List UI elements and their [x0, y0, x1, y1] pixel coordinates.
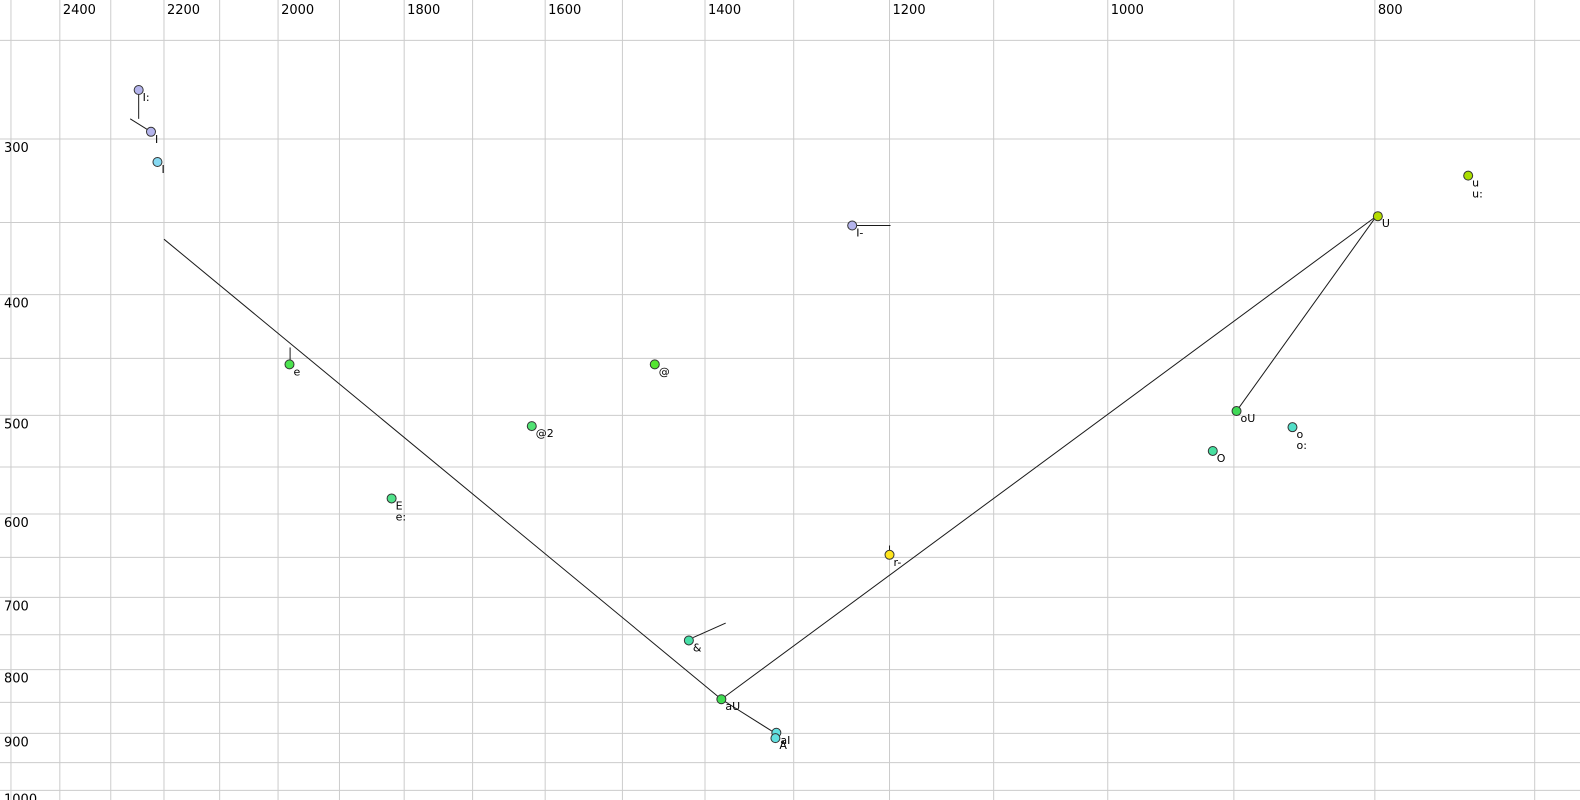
vowel-label-O: O [1217, 452, 1226, 465]
x-axis-tick-label-1000: 1000 [1111, 3, 1144, 18]
vowel-label-U: U [1382, 217, 1390, 230]
vowel-label-@2: @2 [536, 427, 554, 440]
vowel-label-I-: I- [856, 227, 863, 240]
vowel-label-aU: aU [725, 700, 740, 713]
vowel-point-oU [1231, 406, 1242, 417]
vowel-label-o:: o [1296, 428, 1303, 441]
vowel-point-I- [847, 220, 858, 231]
vowel-label-o:-1: o: [1296, 439, 1306, 452]
x-axis-tick-label-1400: 1400 [708, 3, 741, 18]
vowel-label-&: & [693, 641, 702, 654]
vowel-label-u:-1: u: [1472, 188, 1483, 201]
y-axis-tick-label-500: 500 [4, 417, 29, 432]
vowel-label-@: @ [659, 365, 670, 378]
vowel-point-I2 [152, 156, 163, 167]
y-axis-tick-label-900: 900 [4, 735, 29, 750]
vowel-label-r-: r- [894, 556, 902, 569]
vowel-point-I: [133, 85, 144, 96]
vowel-point-A [770, 733, 781, 744]
y-axis-tick-label-800: 800 [4, 672, 29, 687]
vowel-label-E-1: e: [396, 510, 406, 523]
vowel-label-I:: I: [143, 91, 150, 104]
x-axis-tick-label-800: 800 [1378, 3, 1403, 18]
vowel-point-@ [649, 359, 660, 370]
segment-tail-& [692, 622, 726, 639]
vowel-label-I2: I [161, 163, 164, 176]
segment-arm-right [721, 215, 1377, 700]
vowel-point-u: [1463, 170, 1474, 181]
x-axis-tick-label-2000: 2000 [281, 3, 314, 18]
vowel-point-E [386, 493, 397, 504]
vowel-point-aU [716, 694, 727, 705]
vowel-label-I: I [155, 133, 158, 146]
x-axis-tick-label-2200: 2200 [167, 3, 200, 18]
vowel-label-u:: u [1472, 177, 1479, 190]
vowel-point-U [1372, 211, 1383, 222]
vowel-label-e: e [293, 365, 300, 378]
vowel-point-e [284, 359, 295, 370]
vowel-point-I [145, 126, 156, 137]
x-axis-tick-label-1600: 1600 [548, 3, 581, 18]
vowel-point-r- [884, 549, 895, 560]
y-axis-tick-label-300: 300 [4, 141, 29, 156]
segment-arm-left [163, 238, 722, 700]
segment-aU-to-aI [721, 698, 776, 734]
vowel-label-aI: aI [780, 734, 790, 747]
y-axis-tick-label-400: 400 [4, 297, 29, 312]
vowel-point-O [1207, 445, 1218, 456]
y-axis-tick-label-600: 600 [4, 516, 29, 531]
vowel-point-o: [1287, 422, 1298, 433]
x-axis-tick-label-2400: 2400 [63, 3, 96, 18]
x-axis-tick-label-1200: 1200 [893, 3, 926, 18]
vowel-label-E: E [396, 499, 403, 512]
y-axis-tick-label-1000: 1000 [4, 792, 37, 800]
vowel-point-& [683, 635, 694, 646]
vowel-point-@2 [526, 421, 537, 432]
x-axis-tick-label-1800: 1800 [407, 3, 440, 18]
vowel-label-A: A [779, 739, 787, 752]
vowel-label-oU: oU [1241, 412, 1256, 425]
y-axis-tick-label-700: 700 [4, 599, 29, 614]
segment-U-to-oU [1236, 215, 1377, 412]
